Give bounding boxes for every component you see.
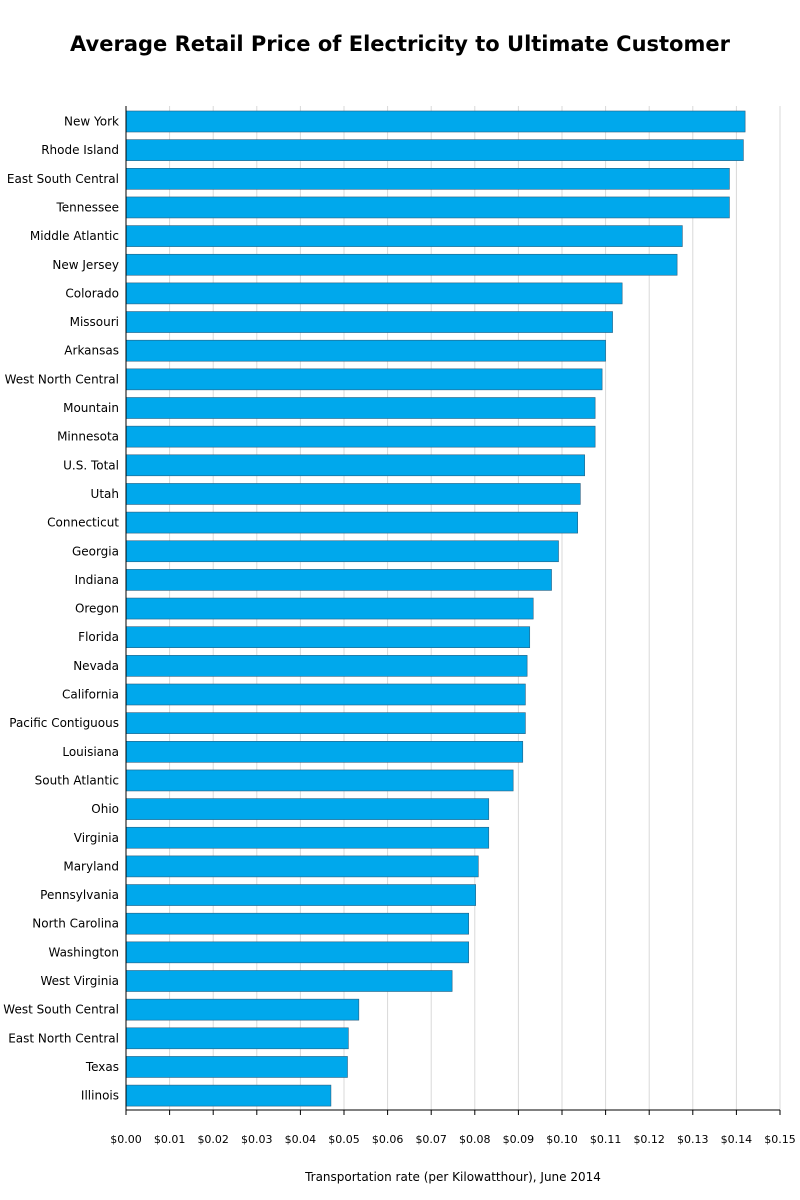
category-label: Illinois — [81, 1089, 119, 1103]
bar — [125, 540, 559, 563]
bar — [125, 740, 524, 763]
bar — [125, 253, 678, 276]
category-label: Rhode Island — [41, 143, 119, 157]
x-tick-label: $0.12 — [633, 1133, 665, 1146]
category-label: North Carolina — [32, 917, 119, 931]
bars — [125, 110, 746, 1107]
bar — [125, 597, 534, 620]
category-label: Missouri — [70, 315, 119, 329]
x-tick-label: $0.02 — [197, 1133, 229, 1146]
category-label: Texas — [85, 1060, 119, 1074]
bar — [125, 397, 596, 419]
category-label: Minnesota — [57, 430, 119, 444]
x-tick-label: $0.10 — [546, 1133, 578, 1146]
category-label: Connecticut — [47, 516, 119, 530]
x-tick-label: $0.04 — [285, 1133, 317, 1146]
bar — [125, 368, 603, 391]
category-label: East North Central — [8, 1031, 119, 1045]
bar — [125, 282, 623, 305]
category-label: Indiana — [75, 573, 119, 587]
x-tick-label: $0.11 — [590, 1133, 622, 1146]
bar — [125, 884, 476, 906]
category-label: Arkansas — [64, 344, 119, 358]
category-label: Pacific Contiguous — [9, 716, 119, 730]
category-label: Virginia — [74, 831, 119, 845]
category-label: Washington — [48, 945, 119, 959]
category-label: Mountain — [63, 401, 119, 415]
category-label: California — [62, 688, 119, 702]
bar — [125, 655, 528, 677]
x-tick-label: $0.09 — [503, 1133, 535, 1146]
bar — [125, 196, 730, 219]
x-tick-label: $0.06 — [372, 1133, 404, 1146]
bar — [125, 1084, 332, 1107]
tick-labels: $0.00 $0.01 $0.02 $0.03 $0.04 $0.05 $0.06 $0.07… — [110, 1133, 796, 1146]
bar — [125, 511, 578, 534]
x-tick-label: $0.03 — [241, 1133, 273, 1146]
bar — [125, 998, 360, 1021]
category-label: East South Central — [7, 172, 119, 186]
x-tick-label: $0.15 — [764, 1133, 796, 1146]
bar — [125, 769, 514, 792]
bar — [125, 110, 746, 133]
bar — [125, 339, 606, 362]
category-label: South Atlantic — [35, 773, 119, 787]
category-label: Maryland — [63, 859, 119, 873]
bar — [125, 798, 490, 820]
x-tick-label: $0.00 — [110, 1133, 142, 1146]
x-tick-label: $0.05 — [328, 1133, 360, 1146]
bar — [125, 311, 613, 333]
bar — [125, 626, 531, 649]
bar — [125, 1027, 349, 1050]
category-label: U.S. Total — [63, 458, 119, 472]
category-label: Utah — [91, 487, 119, 501]
chart-title: Average Retail Price of Electricity to U… — [70, 32, 730, 56]
category-label: Louisiana — [62, 745, 119, 759]
category-label: Tennessee — [55, 200, 119, 214]
category-label: Middle Atlantic — [30, 229, 119, 243]
category-label: West North Central — [5, 372, 119, 386]
x-tick-label: $0.01 — [154, 1133, 186, 1146]
category-label: Florida — [78, 630, 119, 644]
bar — [125, 569, 552, 591]
category-label: New York — [64, 115, 119, 129]
category-label: New Jersey — [52, 258, 119, 272]
category-label: West South Central — [3, 1003, 119, 1017]
bar — [125, 454, 585, 477]
category-label: Pennsylvania — [40, 888, 119, 902]
category-label: Colorado — [65, 286, 119, 300]
axes — [125, 106, 781, 1115]
bar — [125, 139, 744, 161]
category-label: Ohio — [91, 802, 119, 816]
x-tick-label: $0.14 — [721, 1133, 753, 1146]
category-label: Georgia — [72, 544, 119, 558]
bar — [125, 912, 469, 935]
bar — [125, 225, 683, 247]
bar — [125, 683, 526, 706]
x-tick-label: $0.13 — [677, 1133, 709, 1146]
bar — [125, 855, 479, 878]
bar — [125, 970, 453, 992]
category-label: Oregon — [75, 602, 119, 616]
category-label: West Virginia — [40, 974, 119, 988]
category-label: Nevada — [73, 659, 119, 673]
bar — [125, 168, 730, 190]
bar — [125, 712, 526, 734]
bar — [125, 425, 596, 448]
category-labels: New York Rhode Island East South Central Te… — [3, 115, 119, 1103]
x-axis-title: Transportation rate (per Kilowatthour), … — [304, 1170, 601, 1184]
bar — [125, 941, 469, 964]
bar — [125, 826, 490, 849]
bar — [125, 483, 581, 505]
x-tick-label: $0.08 — [459, 1133, 491, 1146]
bar — [125, 1056, 348, 1078]
x-tick-label: $0.07 — [415, 1133, 447, 1146]
